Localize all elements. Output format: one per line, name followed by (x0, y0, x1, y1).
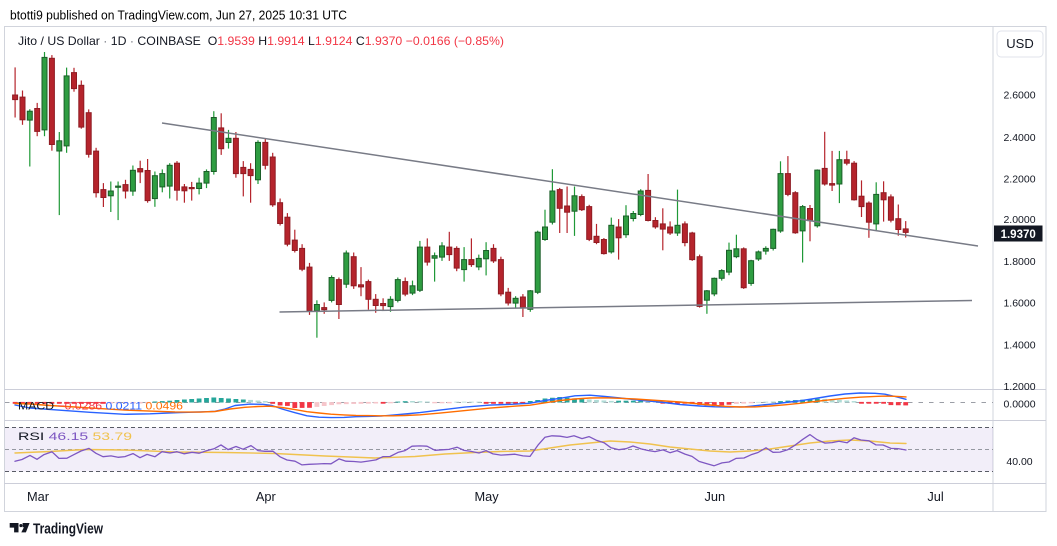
svg-text:2.0000: 2.0000 (1003, 214, 1035, 226)
svg-text:1.8000: 1.8000 (1003, 256, 1035, 268)
svg-text:2.2000: 2.2000 (1003, 174, 1035, 186)
svg-text:1.9370: 1.9370 (1001, 229, 1036, 241)
svg-text:2.6000: 2.6000 (1003, 90, 1035, 102)
svg-text:1.2000: 1.2000 (1003, 381, 1035, 393)
svg-text:RSI 46.15 53.79: RSI 46.15 53.79 (18, 431, 132, 443)
svg-text:MACD −0.0286 0.0211 0.0496: MACD −0.0286 0.0211 0.0496 (18, 401, 183, 413)
svg-text:Jul: Jul (927, 489, 943, 504)
svg-text:2.4000: 2.4000 (1003, 132, 1035, 144)
svg-text:40.00: 40.00 (1006, 456, 1032, 468)
svg-text:May: May (475, 489, 500, 504)
svg-text:USD: USD (1006, 36, 1033, 51)
svg-text:Mar: Mar (27, 489, 50, 504)
svg-text:1.4000: 1.4000 (1003, 340, 1035, 352)
svg-text:btotti9 published on TradingVi: btotti9 published on TradingView.com, Ju… (10, 8, 347, 23)
svg-text:1.6000: 1.6000 (1003, 298, 1035, 310)
svg-text:TradingView: TradingView (33, 521, 103, 538)
svg-text:Jun: Jun (704, 489, 725, 504)
svg-text:0.0000: 0.0000 (1003, 399, 1035, 411)
svg-text:Jito / US Dollar · 1D · COINBA: Jito / US Dollar · 1D · COINBASE O 1.9539… (18, 34, 504, 48)
svg-text:Apr: Apr (256, 489, 277, 504)
